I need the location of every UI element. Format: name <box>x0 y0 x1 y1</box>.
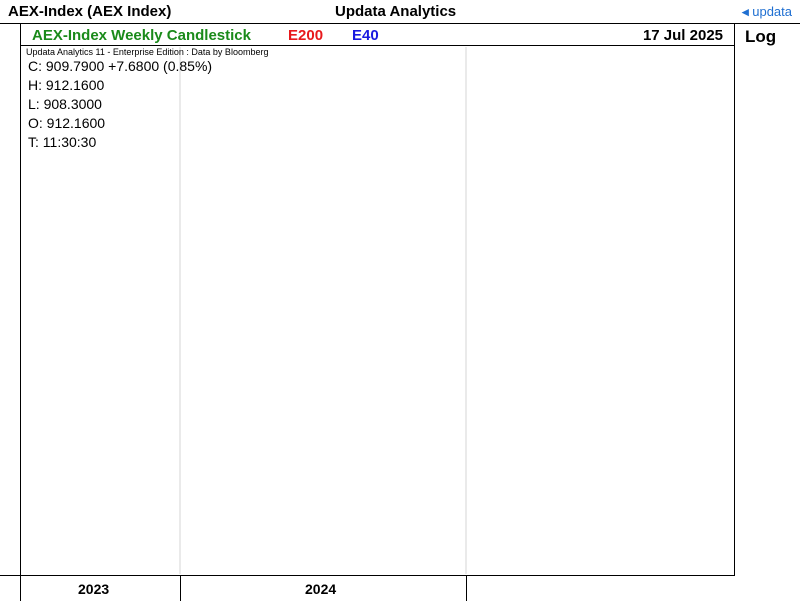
ohlc-time: T: 11:30:30 <box>28 134 97 150</box>
provider-name: Updata Analytics <box>335 3 457 20</box>
data-source: Updata Analytics 11 - Enterprise Edition… <box>26 47 269 57</box>
scale-label: Log <box>745 27 777 46</box>
top-bar: AEX-Index (AEX Index) Updata Analytics ◂… <box>0 0 800 24</box>
legend-e40: E40 <box>352 27 379 44</box>
logo-arrow-icon: ◂ <box>742 4 749 19</box>
chart-title: AEX-Index Weekly Candlestick <box>32 27 251 44</box>
updata-logo: ◂ updata <box>742 4 792 20</box>
ohlc-low: L: 908.3000 <box>28 96 102 112</box>
instrument-name: AEX-Index (AEX Index) <box>8 3 172 20</box>
ohlc-high: H: 912.1600 <box>28 77 105 93</box>
x-axis-divider <box>180 576 181 601</box>
chart-date: 17 Jul 2025 <box>642 27 723 44</box>
plot-area[interactable] <box>20 24 735 575</box>
ohlc-close: C: 909.7900 +7.6800 (0.85%) <box>28 58 213 74</box>
logo-text: updata <box>752 4 792 19</box>
x-label-2023: 2023 <box>78 581 110 597</box>
legend-e200: E200 <box>288 27 324 44</box>
x-axis: 2023 2024 <box>0 575 735 601</box>
x-axis-divider <box>466 576 467 601</box>
chart-header-row: AEX-Index Weekly Candlestick E200 E40 17… <box>20 24 735 46</box>
ohlc-open: O: 912.1600 <box>28 115 106 131</box>
x-axis-divider <box>20 576 21 601</box>
x-label-2024: 2024 <box>305 581 337 597</box>
